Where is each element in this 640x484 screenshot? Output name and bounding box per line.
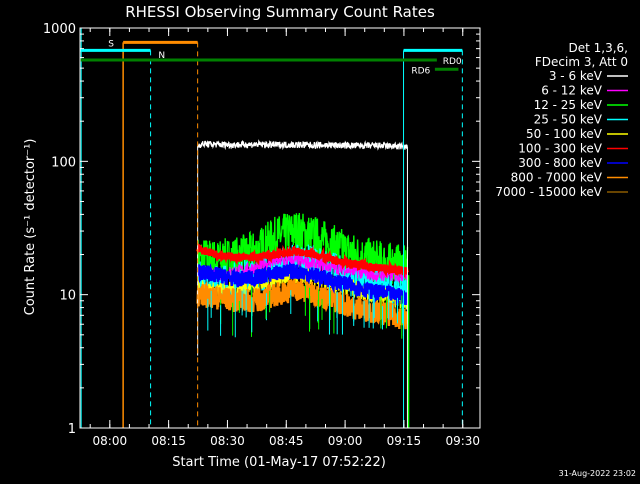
x-tick-label: 08:15: [151, 434, 186, 448]
legend-entry-label: 6 - 12 keV: [541, 84, 603, 98]
x-tick-label: 08:45: [269, 434, 304, 448]
annotation-rd6-label: RD6: [411, 66, 430, 76]
y-axis-label: Count Rate (s⁻¹ detector⁻¹): [23, 139, 38, 316]
legend-entry-label: 50 - 100 keV: [526, 127, 603, 141]
series-line-300-to-800keV: [196, 261, 409, 306]
legend-entry-label: 7000 - 15000 keV: [495, 185, 602, 199]
y-tick-label: 1: [68, 422, 76, 437]
legend-entry-label: 800 - 7000 keV: [511, 171, 603, 185]
annotation-rd0-label: RD0: [443, 57, 462, 67]
plot-area: S N RD0 RD6: [80, 28, 463, 428]
series-line-100-to-300keV: [196, 243, 410, 279]
series-line-3-to-6keV: [197, 139, 409, 152]
plot-frame: [79, 27, 481, 429]
y-tick-label: 10: [59, 289, 76, 304]
x-tick-label: 09:00: [328, 434, 363, 448]
x-tick-label: 08:30: [210, 434, 245, 448]
legend-header-line2: FDecim 3, Att 0: [535, 55, 628, 69]
x-tick-label: 09:30: [445, 434, 480, 448]
legend-entry-label: 25 - 50 keV: [534, 113, 603, 127]
timestamp: 31-Aug-2022 23:02: [559, 469, 636, 478]
legend-entry-label: 300 - 800 keV: [518, 156, 602, 170]
axes: 08:00 08:15 08:30 08:45 09:00 09:15 09:30 1 10 10…: [43, 22, 481, 448]
x-tick-label: 08:00: [93, 434, 128, 448]
y-tick-label: 1000: [43, 22, 76, 37]
legend-entry-label: 12 - 25 keV: [534, 98, 603, 112]
x-tick-label: 09:15: [387, 434, 422, 448]
chart-title: RHESSI Observing Summary Count Rates: [125, 3, 435, 21]
annotation-n-label: N: [158, 51, 165, 61]
y-tick-label: 100: [51, 155, 76, 170]
annotation-s-label: S: [108, 39, 114, 49]
legend-entry-label: 3 - 6 keV: [549, 69, 603, 83]
legend-header-line1: Det 1,3,6,: [569, 41, 629, 55]
legend-entry-label: 100 - 300 keV: [518, 142, 602, 156]
series-line-800-to-7000keV: [196, 278, 409, 330]
x-axis-label: Start Time (01-May-17 07:52:22): [172, 455, 386, 470]
